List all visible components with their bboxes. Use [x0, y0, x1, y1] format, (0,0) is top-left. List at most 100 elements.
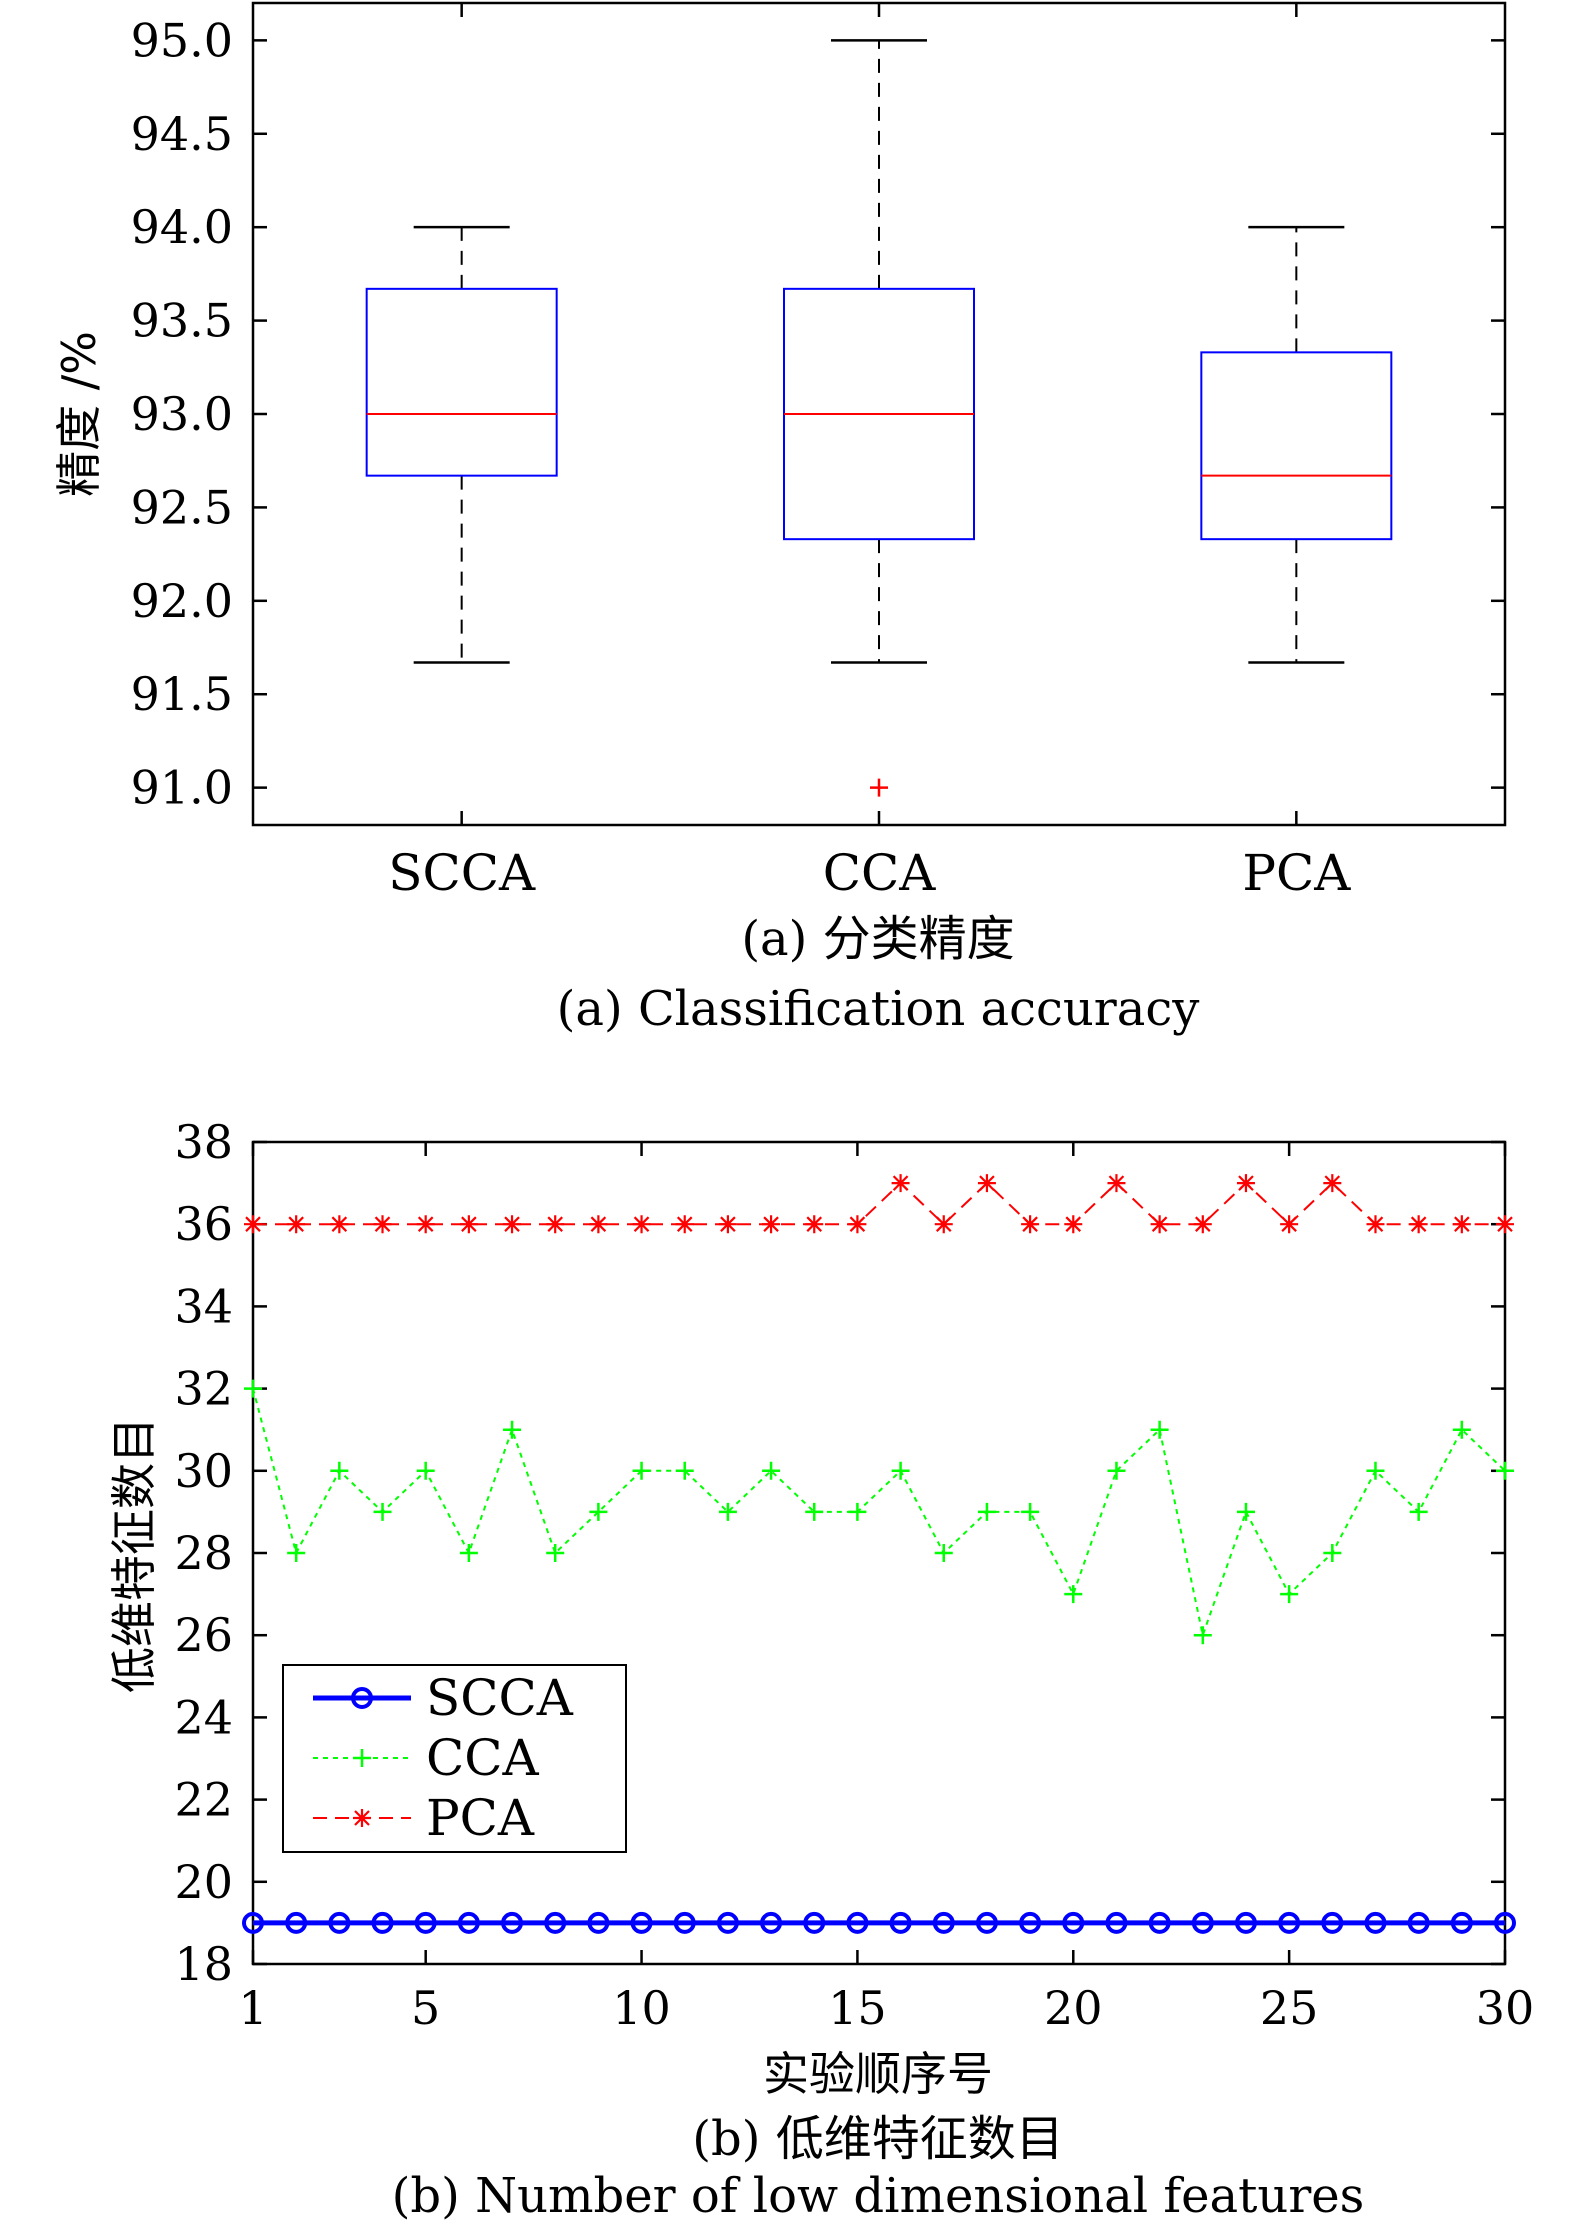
- lineplot-series: [242, 1174, 1516, 1934]
- data-point: [1021, 1215, 1040, 1234]
- data-point: [1193, 1626, 1212, 1645]
- data-point: [1280, 1215, 1299, 1234]
- data-point: [1105, 1911, 1128, 1934]
- data-point: [1409, 1502, 1428, 1521]
- lineplot-y-axis-title: 低维特征数目: [107, 1417, 161, 1693]
- data-point: [1280, 1585, 1299, 1604]
- data-point: [1366, 1461, 1385, 1480]
- data-point: [760, 1911, 783, 1934]
- data-point: [330, 1461, 349, 1480]
- data-point: [891, 1174, 910, 1193]
- x-tick-label: 5: [411, 1981, 440, 2035]
- legend-label: PCA: [426, 1789, 535, 1847]
- data-point: [848, 1215, 867, 1234]
- x-tick-label: 25: [1260, 1981, 1319, 2035]
- data-point: [1021, 1502, 1040, 1521]
- data-point: [1366, 1215, 1385, 1234]
- boxplot-panel: 91.0 91.5 92.0 92.5 93.0 93.5 94.0 94.5 95.0 SCC…: [52, 1, 1507, 1037]
- data-point: [891, 1461, 910, 1480]
- data-point: [675, 1215, 694, 1234]
- data-point: [457, 1911, 480, 1934]
- data-point: [1150, 1420, 1169, 1439]
- data-point: [805, 1215, 824, 1234]
- legend-marker: [351, 1687, 373, 1709]
- data-point: [1019, 1911, 1042, 1934]
- boxplot-category-labels: SCCA CCA PCA: [388, 3, 1351, 902]
- y-tick-label: 91.5: [131, 667, 233, 721]
- data-point: [762, 1461, 781, 1480]
- data-point: [1107, 1461, 1126, 1480]
- y-tick-label: 94.5: [131, 107, 233, 161]
- category-label: CCA: [823, 844, 937, 902]
- lineplot-caption-cn: (b) 低维特征数目: [692, 2111, 1063, 2167]
- data-point: [932, 1911, 955, 1934]
- y-tick-label: 93.5: [131, 294, 233, 348]
- data-point: [330, 1215, 349, 1234]
- series-line: [253, 1181, 1505, 1226]
- x-tick-label: 1: [238, 1981, 267, 2035]
- y-tick-label: 91.0: [131, 761, 233, 815]
- x-tick-label: 15: [828, 1981, 887, 2035]
- data-point: [1452, 1420, 1471, 1439]
- data-point: [934, 1215, 953, 1234]
- data-point: [718, 1502, 737, 1521]
- y-tick-label: 38: [174, 1115, 233, 1169]
- series-cca: [244, 1379, 1514, 1645]
- data-point: [1496, 1461, 1514, 1480]
- data-point: [459, 1544, 478, 1562]
- data-point: [1236, 1502, 1255, 1521]
- legend-label: CCA: [426, 1729, 540, 1787]
- legend-entry-cca: CCA: [313, 1729, 540, 1787]
- y-tick-label: 92.0: [131, 574, 233, 628]
- data-point: [1107, 1174, 1126, 1193]
- data-point: [546, 1215, 565, 1234]
- data-point: [977, 1502, 996, 1521]
- data-point: [630, 1911, 653, 1934]
- data-point: [328, 1911, 351, 1934]
- data-point: [285, 1911, 308, 1934]
- iqr-box: [365, 287, 558, 477]
- data-point: [371, 1911, 394, 1934]
- data-point: [1193, 1215, 1212, 1234]
- y-tick-label: 34: [174, 1279, 233, 1333]
- y-tick-label: 20: [174, 1855, 233, 1909]
- y-tick-label: 92.5: [131, 480, 233, 534]
- y-tick-label: 24: [174, 1690, 233, 1744]
- data-point: [762, 1215, 781, 1234]
- data-point: [1278, 1911, 1301, 1934]
- lineplot-x-axis-title: 实验顺序号: [763, 2047, 993, 2101]
- y-tick-label: 94.0: [131, 200, 233, 254]
- y-tick-label: 22: [174, 1773, 233, 1827]
- data-point: [632, 1461, 651, 1480]
- boxplot-boxes: [365, 39, 1393, 797]
- y-tick-label: 95.0: [131, 13, 233, 67]
- data-point: [544, 1911, 567, 1934]
- data-point: [846, 1911, 869, 1934]
- data-point: [287, 1215, 306, 1234]
- data-point: [287, 1544, 306, 1562]
- data-point: [1234, 1911, 1257, 1934]
- data-point: [1150, 1215, 1169, 1234]
- data-point: [1062, 1911, 1085, 1934]
- data-point: [1364, 1911, 1387, 1934]
- data-point: [503, 1420, 522, 1439]
- box-pca: [1200, 225, 1393, 664]
- category-label: SCCA: [388, 844, 536, 902]
- data-point: [1407, 1911, 1430, 1934]
- data-point: [589, 1502, 608, 1521]
- y-tick-label: 36: [174, 1197, 233, 1251]
- x-tick-label: 30: [1476, 1981, 1535, 2035]
- y-tick-label: 32: [174, 1362, 233, 1416]
- data-point: [501, 1911, 524, 1934]
- data-point: [587, 1911, 610, 1934]
- legend-label: SCCA: [426, 1669, 574, 1727]
- x-tick-label: 20: [1044, 1981, 1103, 2035]
- series-pca: [244, 1174, 1514, 1234]
- data-point: [503, 1215, 522, 1234]
- data-point: [1496, 1215, 1514, 1234]
- data-point: [805, 1502, 824, 1521]
- y-tick-label: 93.0: [131, 387, 233, 441]
